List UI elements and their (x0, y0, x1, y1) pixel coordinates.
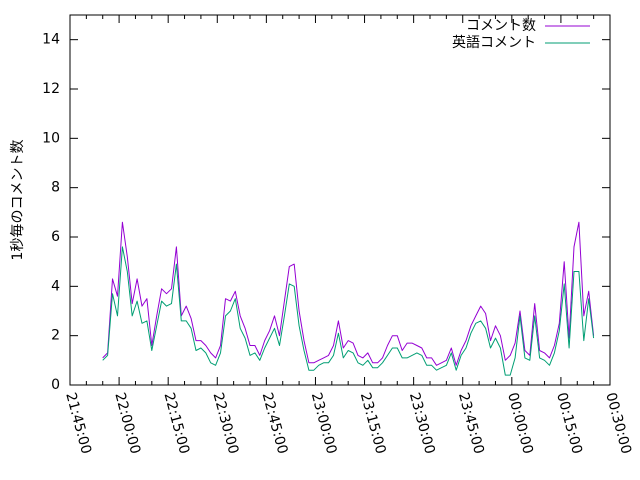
plot-frame (69, 14, 611, 386)
x-tick-label: 22:00:00 (111, 391, 143, 456)
x-tick-label: 22:15:00 (160, 391, 192, 456)
x-tick-label: 23:30:00 (406, 391, 438, 456)
series-line-2 (102, 246, 595, 376)
legend-label-2: 英語コメント (452, 34, 536, 51)
y-tick-label: 12 (42, 81, 60, 97)
y-tick-label: 8 (51, 180, 60, 196)
y-tick-label: 14 (42, 32, 60, 48)
series-line-1 (102, 221, 595, 366)
y-tick-label: 6 (51, 229, 60, 245)
x-tick-label: 22:45:00 (259, 391, 291, 456)
y-tick-label: 0 (51, 377, 60, 393)
y-axis-ticks: 0 2 4 6 8 10 12 14 (42, 32, 610, 393)
x-tick-label: 00:00:00 (504, 391, 536, 456)
y-tick-label: 4 (51, 278, 60, 294)
x-tick-label: 21:45:00 (62, 391, 94, 456)
legend-label-1: コメント数 (466, 18, 536, 34)
x-tick-label: 23:15:00 (357, 391, 389, 456)
x-tick-label: 00:15:00 (553, 391, 585, 456)
x-tick-label: 22:30:00 (210, 391, 242, 456)
y-tick-label: 10 (42, 130, 60, 146)
x-tick-label: 23:45:00 (455, 391, 487, 456)
x-tick-label: 23:00:00 (308, 391, 340, 456)
plot-lines (102, 221, 595, 376)
y-axis-label: 1秒毎のコメント数 (10, 140, 26, 261)
y-tick-label: 2 (51, 328, 60, 344)
x-axis-ticks: 21:45:00 22:00:00 22:15:00 22:30:00 22:45:00… (62, 15, 634, 456)
x-tick-label: 00:30:00 (602, 391, 634, 456)
